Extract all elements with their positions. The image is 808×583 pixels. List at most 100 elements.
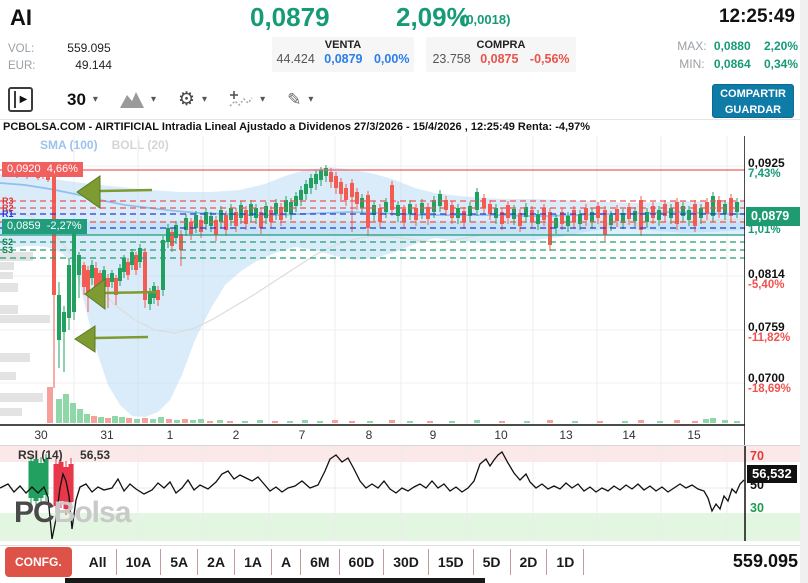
candlestick-chart-canvas[interactable]: R3R2R1PivotS2S3	[0, 120, 745, 445]
venta-volume: 44.424	[276, 52, 315, 66]
legend-item: SMA (100)	[40, 138, 98, 152]
venta-price: 0,0879	[324, 52, 363, 66]
max-row: MAX: 0,0880 2,20%	[677, 39, 798, 53]
x-axis-label: 14	[622, 428, 636, 442]
compra-label: COMPRA	[476, 39, 526, 51]
timeframe-button-1d[interactable]: 1D	[547, 549, 585, 575]
x-axis-label: 9	[429, 428, 437, 442]
right-gutter	[800, 0, 808, 583]
chevron-down-icon: ▾	[260, 94, 266, 105]
timeframe-button-60d[interactable]: 60D	[339, 549, 385, 575]
compra-volume: 23.758	[432, 52, 471, 66]
timeframe-button-10a[interactable]: 10A	[116, 549, 162, 575]
svg-text:R1: R1	[2, 209, 14, 219]
ticker-symbol: AI	[10, 5, 32, 30]
gear-icon: ⚙	[177, 89, 196, 110]
timeframe-button-6m[interactable]: 6M	[301, 549, 340, 575]
timeframe-button-5d[interactable]: 5D	[473, 549, 511, 575]
chevron-down-icon: ▾	[92, 94, 98, 105]
x-axis-label: 13	[559, 428, 573, 442]
price-axis-label: 0,0925	[748, 156, 785, 170]
x-axis-label: 10	[494, 428, 508, 442]
timeframe-button-a[interactable]: A	[271, 549, 302, 575]
price-axis-percent: -5,40%	[748, 279, 785, 291]
chevron-down-icon: ▾	[202, 94, 208, 105]
current-price-percent: 1,01%	[748, 224, 781, 236]
x-axis-label: 2	[232, 428, 240, 442]
chevron-down-icon: ▾	[308, 94, 314, 105]
timeframe-button-2a[interactable]: 2A	[198, 549, 236, 575]
change-percent: 2,09%	[396, 2, 470, 32]
rsi-name: RSI (14)	[18, 448, 63, 462]
share-label: COMPARTIR	[720, 88, 786, 100]
x-axis-label: 31	[100, 428, 114, 442]
share-save-button[interactable]: COMPARTIR GUARDAR	[712, 84, 794, 118]
x-axis-label: 7	[298, 428, 306, 442]
chart-legend: SMA (100) BOLL (20)	[40, 138, 183, 152]
timeframe-button-1a[interactable]: 1A	[235, 549, 272, 575]
vol-label: VOL:	[8, 43, 35, 55]
indicators-menu[interactable]: ▾	[229, 90, 265, 109]
mountain-chart-icon	[119, 92, 144, 108]
svg-text:S3: S3	[2, 245, 13, 255]
svg-text:R3: R3	[2, 196, 14, 206]
eur-value: 49.144	[75, 58, 112, 72]
draw-tools-menu[interactable]: ✎ ▾	[287, 91, 313, 108]
save-label: GUARDAR	[724, 103, 782, 116]
last-price: 0,0879	[250, 2, 330, 32]
eur-row: EUR: 49.144	[8, 56, 112, 74]
interval-select[interactable]: 30 ▾	[55, 90, 98, 110]
price-axis-percent: 7,43%	[748, 168, 781, 180]
rsi-value: 56,53	[80, 448, 111, 462]
config-button[interactable]: CONFG.	[5, 547, 72, 577]
settings-menu[interactable]: ⚙ ▾	[178, 90, 207, 109]
x-axis-label: 15	[687, 428, 701, 442]
timeframe-bar: CONFG. All 10A 5A 2A 1A A 6M 60D 30D 15D 5D 2D 1D	[0, 545, 808, 578]
rsi-chart-canvas[interactable]	[0, 446, 806, 541]
price-level-badge: 0,0920 4,66%	[2, 162, 83, 177]
timeframe-button-all[interactable]: All	[79, 549, 117, 575]
clock: 12:25:49	[718, 6, 795, 27]
max-label: MAX:	[677, 39, 707, 53]
x-axis-labels: 30 31 1 2 7 8 9 10 13 14 15	[0, 426, 745, 445]
chart-title: PCBOLSA.COM - AIRTIFICIAL Intradia Linea…	[3, 121, 591, 133]
timeframe-button-5a[interactable]: 5A	[161, 549, 199, 575]
timeframe-button-2d[interactable]: 2D	[510, 549, 548, 575]
pcbolsa-watermark: PCBolsa	[14, 496, 131, 530]
min-pct: 0,34%	[763, 57, 798, 71]
main-chart-panel: PCBOLSA.COM - AIRTIFICIAL Intradia Linea…	[0, 120, 808, 445]
change-absolute: (0,0018)	[462, 12, 511, 27]
eur-label: EUR:	[8, 60, 36, 72]
watermark-bold: PC	[14, 496, 55, 529]
chart-type-select[interactable]: ▾	[119, 91, 156, 108]
session-volume-total: 559.095	[732, 551, 798, 571]
price-axis-label: 0,0759	[748, 320, 785, 334]
timeframe-button-15d[interactable]: 15D	[428, 549, 474, 575]
rsi-indicator-label: RSI (14) 56,53	[18, 448, 110, 462]
min-row: MIN: 0,0864 0,34%	[679, 57, 798, 71]
timeframe-button-30d[interactable]: 30D	[384, 549, 429, 575]
bottom-black-strip	[65, 578, 485, 583]
sidebar-toggle-button[interactable]: ▶	[8, 87, 33, 112]
rsi-value-badge: 56,532	[747, 465, 797, 483]
rsi-level-30: 30	[750, 501, 764, 515]
interval-value: 30	[67, 89, 86, 109]
volume-row: VOL: 559.095	[8, 39, 111, 57]
max-price: 0,0880	[713, 39, 751, 53]
legend-item: BOLL (20)	[111, 138, 169, 152]
compra-pct: -0,56%	[529, 52, 570, 66]
price-level-badge: 0,0859 -2,27%	[2, 219, 87, 234]
price-axis-label: 0,0814	[748, 267, 785, 281]
vol-value: 559.095	[67, 41, 111, 55]
x-axis-label: 8	[365, 428, 373, 442]
indicators-icon	[229, 91, 253, 107]
current-price-badge: 0,0879	[746, 207, 804, 226]
rsi-panel: RSI (14) 56,53 PCBolsa 70 50 56,532 30	[0, 445, 808, 541]
timeframe-buttons: All 10A 5A 2A 1A A 6M 60D 30D 15D 5D 2D 1D	[79, 549, 585, 575]
min-label: MIN:	[679, 57, 705, 71]
x-axis-label: 30	[34, 428, 48, 442]
pencil-icon: ✎	[287, 90, 302, 109]
chevron-down-icon: ▾	[150, 94, 156, 105]
max-pct: 2,20%	[763, 39, 798, 53]
